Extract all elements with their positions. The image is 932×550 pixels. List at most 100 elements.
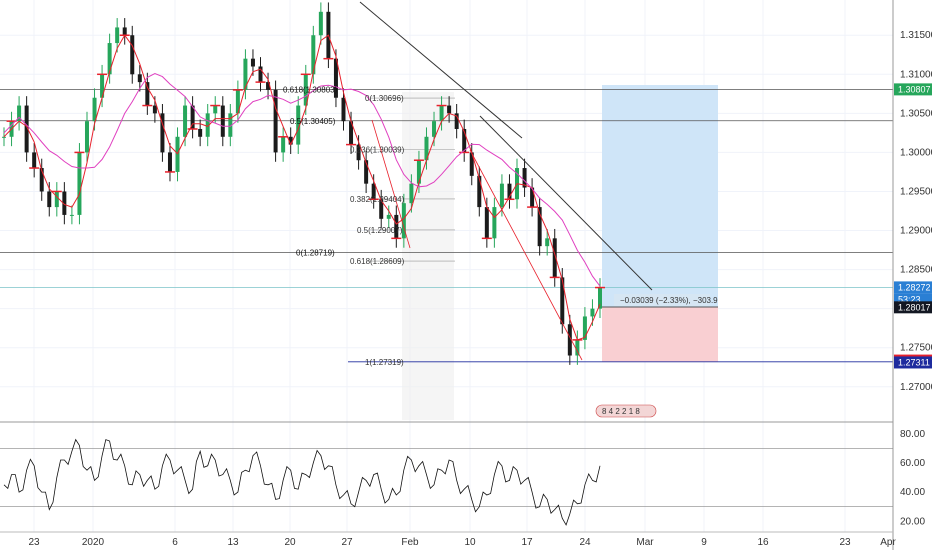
candle-body <box>24 105 29 153</box>
rsi-axis: 80.00 60.00 40.00 20.00 <box>900 429 925 528</box>
candle-body <box>122 27 127 36</box>
candle-body <box>152 105 157 114</box>
price-tag-bg <box>894 301 932 314</box>
candle-body <box>530 187 535 208</box>
fib-right-label: 0.382(1.29404) <box>350 195 405 204</box>
candle-body <box>552 238 557 278</box>
date-tick-label: 24 <box>579 537 591 548</box>
candle-body <box>198 128 203 137</box>
candle-body <box>462 128 467 153</box>
horizontal-lines <box>0 88 893 363</box>
candle-body <box>499 183 504 208</box>
price-tick-label: 1.30500 <box>900 108 932 119</box>
date-tick-label: 13 <box>227 537 239 548</box>
date-tick-label: 2020 <box>82 537 105 548</box>
fib-right-label: 1(1.27319) <box>365 358 404 367</box>
position-label-box <box>614 294 710 306</box>
rsi-tick-label: 40.00 <box>900 487 925 498</box>
candle-body <box>432 121 437 137</box>
fib-right-label: 0.236(1.30039) <box>350 145 405 154</box>
candle-body <box>590 308 595 317</box>
candle-body <box>333 58 338 98</box>
position-target-zone <box>602 85 718 307</box>
channel-line-upper <box>371 119 411 249</box>
price-tick-label: 1.29000 <box>900 226 932 237</box>
candle-body <box>100 74 105 98</box>
price-tag-label: 1.30807 <box>898 84 931 94</box>
price-axis[interactable]: 1.31500 1.31000 1.30500 1.30000 1.29500 1.290… <box>900 30 932 393</box>
candle-body <box>258 66 263 83</box>
candle-body <box>507 183 512 200</box>
candle-body <box>469 152 474 176</box>
candle-body <box>220 105 225 137</box>
candle-body <box>130 35 135 75</box>
date-tick-label: 16 <box>757 537 769 548</box>
candle-body <box>145 82 150 106</box>
candle-body <box>341 97 346 122</box>
candle-body <box>69 214 74 216</box>
candle-body <box>213 105 218 114</box>
candle-body <box>107 43 112 75</box>
candle-body <box>183 105 188 137</box>
candle-body <box>379 199 384 219</box>
price-tag-label: 1.28017 <box>898 302 931 312</box>
date-tick-label: 6 <box>172 537 178 548</box>
price-tick-label: 1.30000 <box>900 147 932 158</box>
candle-body <box>288 136 293 145</box>
price-tag-label: 1.27311 <box>898 357 930 367</box>
rsi-tick-label: 60.00 <box>900 458 925 469</box>
candle-body <box>386 214 391 219</box>
candle-body <box>115 27 120 44</box>
candle-body <box>296 105 301 145</box>
candle-body <box>39 168 44 192</box>
date-tick-label: 10 <box>464 537 476 548</box>
candle-body <box>205 113 210 137</box>
candle-body <box>560 277 565 325</box>
date-tick-label: Feb <box>401 537 419 548</box>
rsi-line <box>3 438 601 526</box>
candle-body <box>575 339 580 356</box>
candle-body <box>454 113 459 129</box>
date-tick-label: 20 <box>284 537 296 548</box>
candle-body <box>2 136 6 138</box>
rsi-tick-label: 20.00 <box>900 516 925 527</box>
candle-body <box>266 82 271 90</box>
fib-right-labels: 0(1.30696) 0.236(1.30039) 0.382(1.29404) 0.… <box>350 94 405 367</box>
events-badge[interactable] <box>595 404 657 418</box>
candle-body <box>447 105 452 114</box>
candle-body <box>424 136 429 161</box>
candle-body <box>356 144 361 161</box>
candle-body <box>545 238 550 247</box>
candle-body <box>416 160 421 184</box>
candle-body <box>371 183 376 200</box>
channel-line-lower <box>469 149 583 361</box>
price-tick-label: 1.29500 <box>900 186 932 197</box>
rsi-tick-label: 80.00 <box>900 429 925 440</box>
price-tag-label: 53:23 <box>898 294 921 304</box>
price-tag-label: 1.28272 <box>898 282 931 292</box>
price-tick-label: 1.27500 <box>900 343 932 354</box>
candle-body <box>303 74 308 106</box>
candle-body <box>537 207 542 247</box>
candle-body <box>522 168 527 188</box>
position-stop-zone <box>602 307 718 362</box>
candle-body <box>62 191 67 215</box>
candle-body <box>598 287 602 309</box>
candle-body <box>273 89 278 153</box>
candle-body <box>311 35 316 75</box>
candle-body <box>17 105 22 122</box>
candle-body <box>160 113 165 153</box>
candle-body <box>394 214 399 239</box>
candle-body <box>84 121 89 153</box>
time-axis[interactable]: 23 2020 6 13 20 27 Feb 10 17 24 Mar 9 16 23 Apr <box>28 537 896 548</box>
candle-body <box>401 203 406 239</box>
price-tick-label: 1.28500 <box>900 265 932 276</box>
date-tick-label: 9 <box>701 537 707 548</box>
price-tick-label: 1.31000 <box>900 69 932 80</box>
candle-body <box>492 207 497 239</box>
candle-body <box>137 74 142 83</box>
fib-right-label: 0.618(1.28609) <box>350 257 405 266</box>
date-tick-label: 23 <box>28 537 40 548</box>
